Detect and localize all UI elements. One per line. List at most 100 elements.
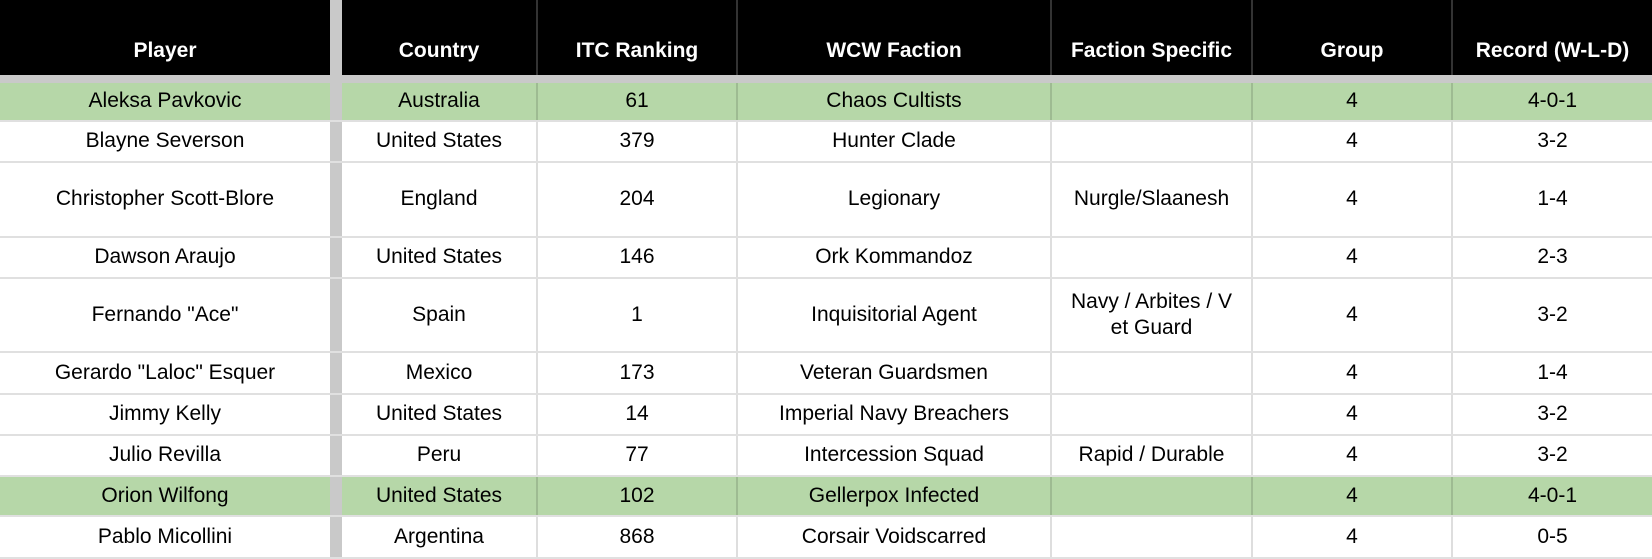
cell-group[interactable]: 4 bbox=[1253, 436, 1453, 475]
table-row: Dawson Araujo United States 146 Ork Komm… bbox=[0, 238, 1652, 279]
cell-record[interactable]: 3-2 bbox=[1453, 279, 1652, 351]
cell-itc-ranking[interactable]: 868 bbox=[538, 517, 738, 557]
cell-group[interactable]: 4 bbox=[1253, 395, 1453, 434]
frozen-column-divider bbox=[330, 353, 342, 393]
cell-faction-specific[interactable] bbox=[1052, 83, 1253, 120]
header-cell-group[interactable]: Group bbox=[1253, 0, 1453, 75]
table-row: Julio Revilla Peru 77 Intercession Squad… bbox=[0, 436, 1652, 477]
header-cell-player[interactable]: Player bbox=[0, 0, 330, 75]
cell-faction-specific[interactable] bbox=[1052, 353, 1253, 393]
table-row: Blayne Severson United States 379 Hunter… bbox=[0, 122, 1652, 163]
header-cell-country[interactable]: Country bbox=[342, 0, 538, 75]
cell-faction-specific[interactable]: Rapid / Durable bbox=[1052, 436, 1253, 475]
cell-country[interactable]: Argentina bbox=[342, 517, 538, 557]
cell-itc-ranking[interactable]: 379 bbox=[538, 122, 738, 161]
frozen-column-divider bbox=[330, 436, 342, 475]
cell-faction-specific[interactable]: Navy / Arbites / Vet Guard bbox=[1052, 279, 1253, 351]
cell-group[interactable]: 4 bbox=[1253, 517, 1453, 557]
cell-itc-ranking[interactable]: 146 bbox=[538, 238, 738, 277]
cell-group[interactable]: 4 bbox=[1253, 238, 1453, 277]
table-body: Aleksa Pavkovic Australia 61 Chaos Culti… bbox=[0, 83, 1652, 559]
cell-country[interactable]: Peru bbox=[342, 436, 538, 475]
cell-faction-specific[interactable] bbox=[1052, 517, 1253, 557]
cell-itc-ranking[interactable]: 77 bbox=[538, 436, 738, 475]
cell-player[interactable]: Jimmy Kelly bbox=[0, 395, 330, 434]
cell-country[interactable]: United States bbox=[342, 477, 538, 515]
cell-wcw-faction[interactable]: Veteran Guardsmen bbox=[738, 353, 1052, 393]
frozen-column-divider bbox=[330, 279, 342, 351]
cell-player[interactable]: Christopher Scott-Blore bbox=[0, 163, 330, 236]
header-row: Player Country ITC Ranking WCW Faction F… bbox=[0, 0, 1652, 75]
frozen-column-divider bbox=[330, 477, 342, 515]
cell-faction-specific[interactable] bbox=[1052, 477, 1253, 515]
cell-country[interactable]: Mexico bbox=[342, 353, 538, 393]
cell-faction-specific[interactable] bbox=[1052, 238, 1253, 277]
cell-country[interactable]: Spain bbox=[342, 279, 538, 351]
cell-itc-ranking[interactable]: 1 bbox=[538, 279, 738, 351]
cell-record[interactable]: 0-5 bbox=[1453, 517, 1652, 557]
table-row: Aleksa Pavkovic Australia 61 Chaos Culti… bbox=[0, 83, 1652, 122]
cell-wcw-faction[interactable]: Inquisitorial Agent bbox=[738, 279, 1052, 351]
cell-itc-ranking[interactable]: 204 bbox=[538, 163, 738, 236]
cell-country[interactable]: England bbox=[342, 163, 538, 236]
header-cell-itc-ranking[interactable]: ITC Ranking bbox=[538, 0, 738, 75]
header-cell-faction-specific[interactable]: Faction Specific bbox=[1052, 0, 1253, 75]
cell-player[interactable]: Aleksa Pavkovic bbox=[0, 83, 330, 120]
frozen-column-divider bbox=[330, 122, 342, 161]
cell-faction-specific[interactable] bbox=[1052, 395, 1253, 434]
cell-wcw-faction[interactable]: Imperial Navy Breachers bbox=[738, 395, 1052, 434]
cell-record[interactable]: 3-2 bbox=[1453, 122, 1652, 161]
cell-record[interactable]: 3-2 bbox=[1453, 395, 1652, 434]
frozen-row-divider bbox=[0, 75, 1652, 83]
cell-faction-specific[interactable] bbox=[1052, 122, 1253, 161]
cell-record[interactable]: 4-0-1 bbox=[1453, 83, 1652, 120]
frozen-column-divider bbox=[330, 517, 342, 557]
cell-record[interactable]: 1-4 bbox=[1453, 163, 1652, 236]
cell-wcw-faction[interactable]: Hunter Clade bbox=[738, 122, 1052, 161]
cell-wcw-faction[interactable]: Chaos Cultists bbox=[738, 83, 1052, 120]
frozen-column-divider bbox=[330, 238, 342, 277]
cell-group[interactable]: 4 bbox=[1253, 122, 1453, 161]
cell-country[interactable]: United States bbox=[342, 238, 538, 277]
cell-country[interactable]: United States bbox=[342, 395, 538, 434]
cell-player[interactable]: Gerardo "Laloc" Esquer bbox=[0, 353, 330, 393]
cell-faction-specific[interactable]: Nurgle/Slaanesh bbox=[1052, 163, 1253, 236]
cell-player[interactable]: Orion Wilfong bbox=[0, 477, 330, 515]
cell-group[interactable]: 4 bbox=[1253, 353, 1453, 393]
header-cell-wcw-faction[interactable]: WCW Faction bbox=[738, 0, 1052, 75]
cell-wcw-faction[interactable]: Gellerpox Infected bbox=[738, 477, 1052, 515]
cell-group[interactable]: 4 bbox=[1253, 83, 1453, 120]
cell-record[interactable]: 4-0-1 bbox=[1453, 477, 1652, 515]
table-row: Pablo Micollini Argentina 868 Corsair Vo… bbox=[0, 517, 1652, 559]
cell-country[interactable]: United States bbox=[342, 122, 538, 161]
cell-player[interactable]: Julio Revilla bbox=[0, 436, 330, 475]
cell-country[interactable]: Australia bbox=[342, 83, 538, 120]
cell-group[interactable]: 4 bbox=[1253, 279, 1453, 351]
header-cell-record[interactable]: Record (W-L-D) bbox=[1453, 0, 1652, 75]
table-row: Gerardo "Laloc" Esquer Mexico 173 Vetera… bbox=[0, 353, 1652, 395]
cell-wcw-faction[interactable]: Legionary bbox=[738, 163, 1052, 236]
frozen-column-divider bbox=[330, 163, 342, 236]
table-row: Jimmy Kelly United States 14 Imperial Na… bbox=[0, 395, 1652, 436]
cell-player[interactable]: Pablo Micollini bbox=[0, 517, 330, 557]
cell-player[interactable]: Fernando "Ace" bbox=[0, 279, 330, 351]
frozen-column-divider bbox=[330, 395, 342, 434]
cell-itc-ranking[interactable]: 173 bbox=[538, 353, 738, 393]
cell-wcw-faction[interactable]: Corsair Voidscarred bbox=[738, 517, 1052, 557]
cell-record[interactable]: 2-3 bbox=[1453, 238, 1652, 277]
table-row: Christopher Scott-Blore England 204 Legi… bbox=[0, 163, 1652, 238]
cell-record[interactable]: 3-2 bbox=[1453, 436, 1652, 475]
cell-player[interactable]: Blayne Severson bbox=[0, 122, 330, 161]
table-row: Fernando "Ace" Spain 1 Inquisitorial Age… bbox=[0, 279, 1652, 353]
cell-itc-ranking[interactable]: 14 bbox=[538, 395, 738, 434]
cell-wcw-faction[interactable]: Ork Kommandoz bbox=[738, 238, 1052, 277]
cell-group[interactable]: 4 bbox=[1253, 163, 1453, 236]
cell-record[interactable]: 1-4 bbox=[1453, 353, 1652, 393]
frozen-column-divider bbox=[330, 0, 342, 75]
cell-itc-ranking[interactable]: 61 bbox=[538, 83, 738, 120]
cell-itc-ranking[interactable]: 102 bbox=[538, 477, 738, 515]
cell-player[interactable]: Dawson Araujo bbox=[0, 238, 330, 277]
cell-group[interactable]: 4 bbox=[1253, 477, 1453, 515]
cell-wcw-faction[interactable]: Intercession Squad bbox=[738, 436, 1052, 475]
